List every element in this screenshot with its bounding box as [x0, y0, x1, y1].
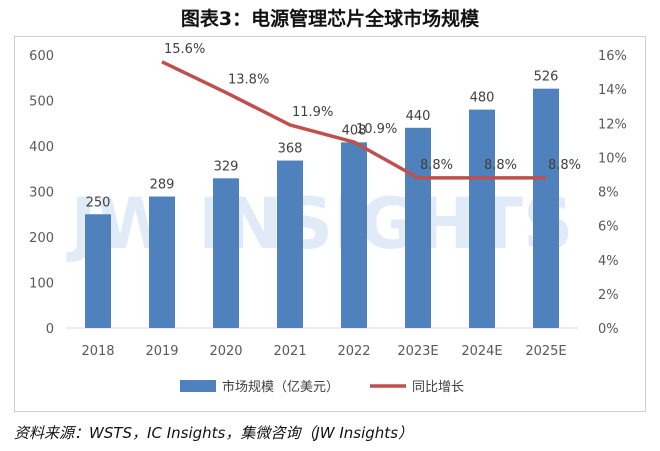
x-tick-label: 2025E	[525, 344, 566, 359]
bar	[533, 88, 559, 328]
growth-value-label: 8.8%	[484, 158, 517, 173]
bar	[405, 127, 431, 328]
y-right-tick-label: 8%	[598, 186, 619, 201]
x-tick-label: 2022	[337, 344, 370, 359]
y-right-tick-label: 16%	[598, 49, 627, 64]
bar-value-label: 368	[278, 142, 303, 157]
growth-value-label: 10.9%	[356, 122, 397, 137]
legend-bar-swatch	[180, 380, 216, 392]
source-note: 资料来源：WSTS，IC Insights，集微咨询（JW Insights）	[14, 424, 414, 442]
growth-value-label: 13.8%	[228, 73, 269, 88]
y-right-tick-label: 12%	[598, 117, 627, 132]
growth-value-label: 15.6%	[164, 42, 205, 57]
growth-value-label: 8.8%	[420, 158, 453, 173]
x-tick-label: 2021	[273, 344, 306, 359]
x-tick-label: 2018	[81, 344, 114, 359]
y-left-tick-label: 100	[29, 277, 54, 292]
bar-value-label: 408	[342, 123, 367, 138]
bar-value-label: 289	[150, 178, 175, 193]
watermark-text: JW INSIGHTS	[67, 183, 574, 265]
x-tick-label: 2024E	[461, 344, 502, 359]
y-left-tick-label: 400	[29, 140, 54, 155]
bar-value-label: 250	[86, 195, 111, 210]
y-right-tick-label: 6%	[598, 220, 619, 235]
legend-bar-label: 市场规模（亿美元）	[222, 379, 339, 395]
legend-line-label: 同比增长	[412, 380, 464, 395]
bar	[469, 109, 495, 328]
bar	[85, 214, 111, 328]
y-left-tick-label: 0	[46, 322, 54, 337]
x-tick-label: 2019	[145, 344, 178, 359]
chart-title: 图表3：电源管理芯片全球市场规模	[180, 8, 480, 30]
bar-value-label: 440	[406, 109, 431, 124]
bar-value-label: 480	[470, 91, 495, 106]
bar	[341, 142, 367, 328]
y-right-tick-label: 0%	[598, 322, 619, 337]
bar	[277, 160, 303, 328]
growth-value-label: 8.8%	[548, 158, 581, 173]
y-right-tick-label: 4%	[598, 254, 619, 269]
x-tick-label: 2023E	[397, 344, 438, 359]
growth-value-label: 11.9%	[292, 105, 333, 120]
y-left-tick-label: 500	[29, 95, 54, 110]
x-tick-label: 2020	[209, 344, 242, 359]
bar-value-label: 526	[534, 70, 559, 85]
y-left-tick-label: 600	[29, 49, 54, 64]
bar	[213, 178, 239, 328]
y-right-tick-label: 2%	[598, 288, 619, 303]
y-left-tick-label: 300	[29, 186, 54, 201]
y-right-tick-label: 10%	[598, 151, 627, 166]
y-right-tick-label: 14%	[598, 83, 627, 98]
y-left-tick-label: 200	[29, 231, 54, 246]
chart-frame	[14, 36, 646, 412]
bar	[149, 196, 175, 328]
bar-value-label: 329	[214, 159, 239, 174]
